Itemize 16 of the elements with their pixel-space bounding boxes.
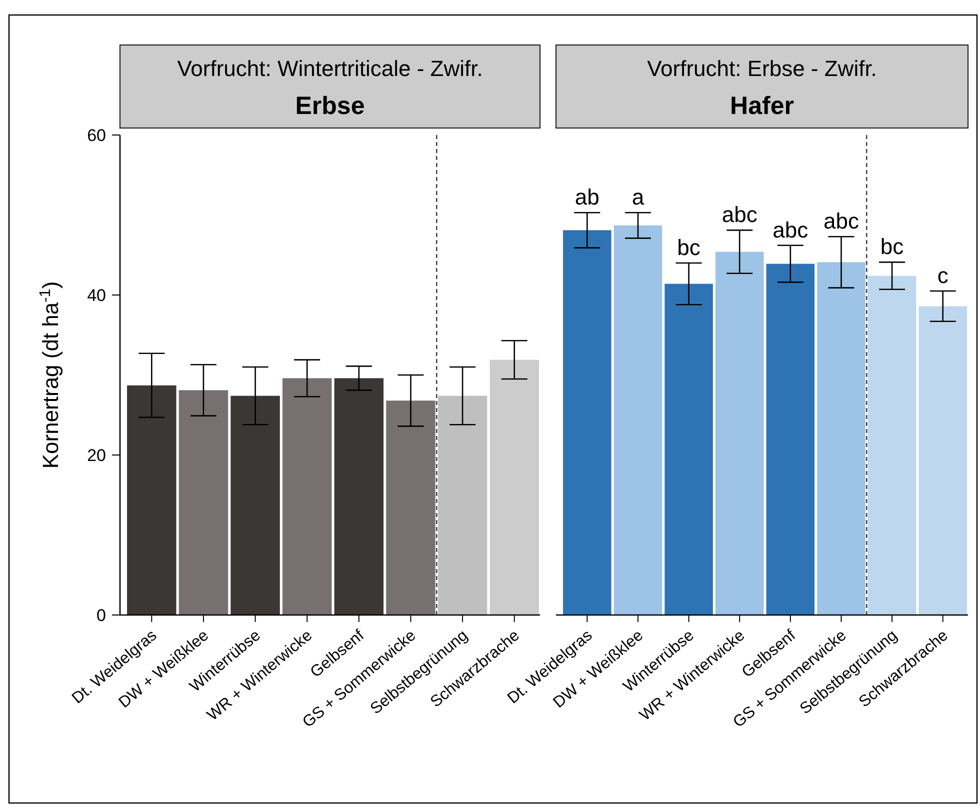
y-tick-label: 0 [96, 606, 106, 625]
y-tick-label: 20 [87, 446, 106, 465]
data-label: abc [722, 202, 758, 228]
chart-title: Hafer [730, 92, 794, 120]
data-label: bc [677, 235, 700, 260]
y-tick-label: 40 [87, 286, 106, 305]
chart-subtitle: Vorfrucht: Wintertriticale - Zwifr. [177, 56, 483, 81]
y-tick-label: 60 [87, 126, 106, 145]
data-label: a [632, 184, 645, 210]
chart-subtitle: Vorfrucht: Erbse - Zwifr. [647, 56, 877, 81]
data-label: bc [880, 234, 904, 260]
data-label: ab [574, 184, 600, 210]
data-label: abc [823, 208, 859, 234]
chart-title: Erbse [295, 92, 365, 120]
data-label: abc [772, 217, 808, 242]
data-label: c [937, 263, 948, 288]
